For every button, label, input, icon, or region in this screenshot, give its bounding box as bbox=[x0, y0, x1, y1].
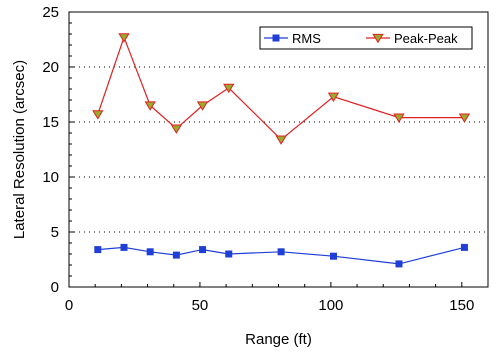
legend-items: RMS Peak-Peak bbox=[264, 31, 458, 46]
peak-peak-point bbox=[393, 113, 405, 123]
y-tick-label: 25 bbox=[42, 4, 59, 21]
series-line bbox=[97, 246, 465, 265]
series-peak-peak bbox=[92, 33, 471, 145]
x-axis-title: Range (ft) bbox=[245, 331, 312, 348]
rms-point bbox=[172, 251, 180, 259]
rms-point bbox=[225, 250, 233, 258]
rms-point bbox=[460, 243, 468, 251]
rms-point bbox=[277, 248, 285, 256]
tick-labels: 0 5 10 15 20 25 0 50 100 150 bbox=[42, 4, 474, 314]
x-tick-label: 100 bbox=[318, 297, 343, 314]
rms-point bbox=[395, 260, 403, 268]
legend: RMS Peak-Peak bbox=[259, 26, 473, 50]
x-tick-label: 150 bbox=[449, 297, 474, 314]
peak-peak-point bbox=[118, 33, 130, 43]
series-layer bbox=[92, 33, 471, 268]
plot-frame bbox=[68, 11, 489, 288]
y-tick-label: 10 bbox=[42, 169, 59, 186]
rms-point bbox=[329, 252, 337, 260]
peak-peak-point bbox=[144, 101, 156, 111]
series-line bbox=[97, 35, 465, 141]
y-tick-label: 5 bbox=[51, 224, 59, 241]
rms-point bbox=[146, 248, 154, 256]
peak-peak-point bbox=[327, 92, 340, 102]
peak-peak-point bbox=[275, 135, 287, 145]
x-tick-label: 0 bbox=[65, 297, 73, 314]
legend-label: RMS bbox=[292, 31, 321, 46]
rms-point bbox=[120, 243, 128, 251]
legend-entry: RMS bbox=[264, 31, 321, 46]
y-axis-title: Lateral Resolution (arcsec) bbox=[11, 60, 28, 239]
rms-point bbox=[199, 246, 207, 254]
y-tick-label: 15 bbox=[42, 114, 59, 131]
y-tick-label: 20 bbox=[42, 59, 59, 76]
legend-marker bbox=[372, 33, 384, 44]
peak-peak-point bbox=[92, 110, 104, 120]
grid-lines bbox=[69, 66, 488, 233]
series-rms bbox=[94, 243, 468, 268]
legend-label: Peak-Peak bbox=[394, 31, 458, 46]
legend-marker bbox=[272, 34, 280, 42]
axis-ticks bbox=[68, 11, 489, 288]
x-tick-label: 50 bbox=[192, 297, 209, 314]
y-tick-label: 0 bbox=[51, 279, 59, 296]
legend-entry: Peak-Peak bbox=[366, 31, 458, 46]
peak-peak-point bbox=[223, 83, 235, 94]
rms-point bbox=[94, 246, 102, 254]
plot-area bbox=[68, 11, 489, 288]
peak-peak-point bbox=[196, 101, 209, 111]
peak-peak-point bbox=[458, 113, 471, 123]
peak-peak-point bbox=[170, 124, 183, 134]
